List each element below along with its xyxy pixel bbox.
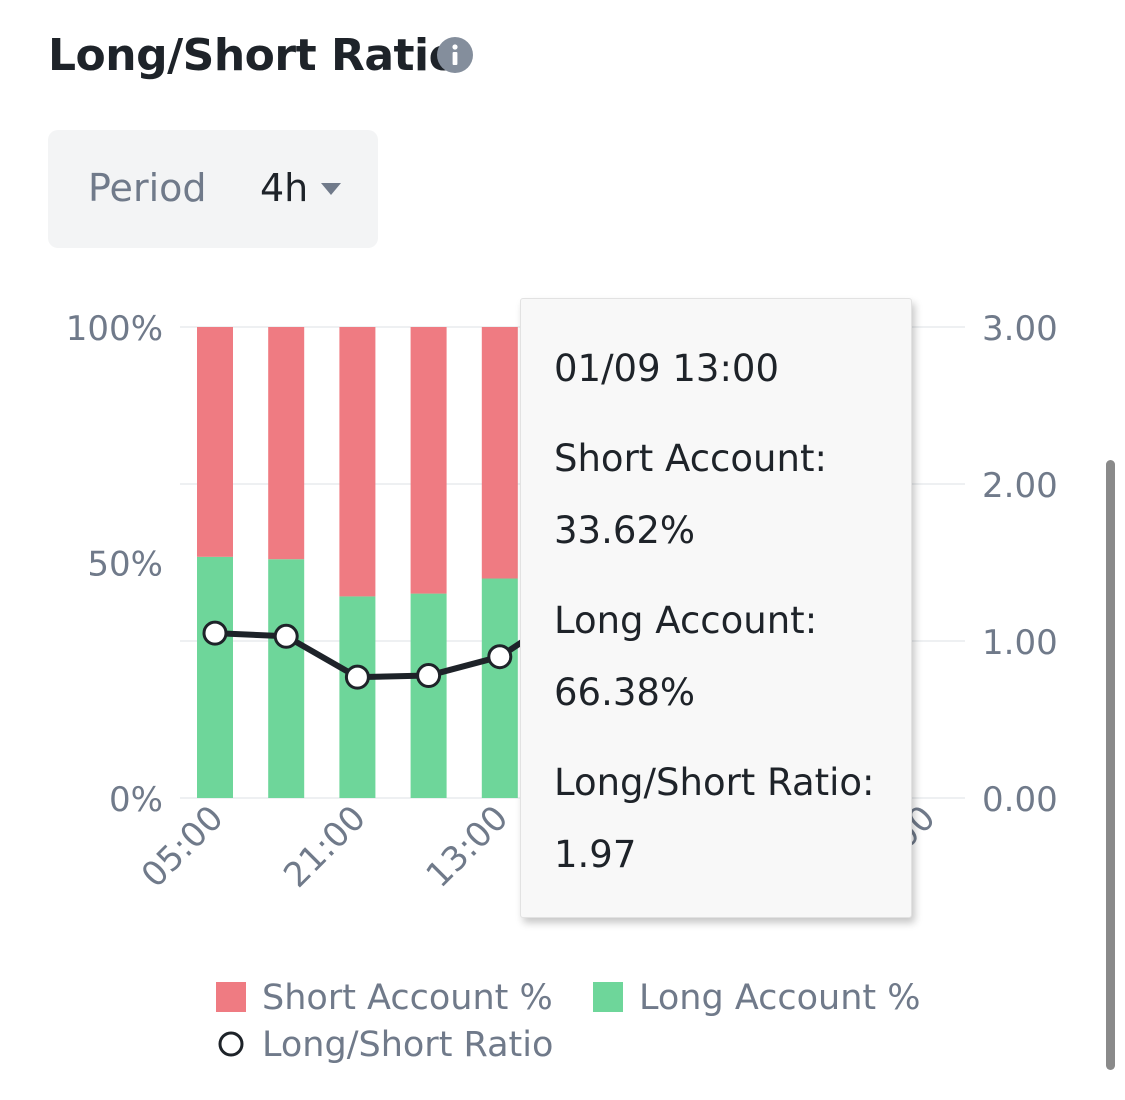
chart-tooltip: 01/09 13:00 Short Account: 33.62% Long A… — [520, 298, 912, 918]
ratio-point — [202, 620, 228, 646]
bar-short — [339, 327, 376, 597]
bar-long — [410, 593, 447, 798]
legend-label-ratio: Long/Short Ratio — [262, 1025, 554, 1065]
x-axis-tick-label: 21:00 — [276, 798, 374, 896]
y-axis-left-tick-label: 100% — [66, 309, 163, 349]
bar-short — [268, 327, 305, 560]
y-axis-left-tick-label: 0% — [109, 780, 163, 820]
x-axis-tick-label: 13:00 — [419, 798, 517, 896]
bar-long — [481, 578, 518, 798]
tooltip-ratio-value: 1.97 — [554, 833, 637, 876]
tooltip-short-label: Short Account: — [554, 437, 827, 480]
info-icon[interactable] — [437, 37, 473, 73]
caret-down-icon[interactable] — [320, 182, 342, 196]
y-axis-left-tick-label: 50% — [87, 545, 163, 585]
period-label: Period — [88, 166, 207, 210]
bar-long — [268, 559, 305, 798]
y-axis-right-tick-label: 2.00 — [982, 466, 1058, 506]
scrollbar[interactable] — [1106, 460, 1115, 1070]
period-selector[interactable]: Period 4h — [48, 130, 378, 248]
tooltip-ratio-label: Long/Short Ratio: — [554, 761, 875, 804]
legend-swatch-short — [216, 982, 246, 1012]
legend-swatch-long — [593, 982, 623, 1012]
legend-label-long: Long Account % — [639, 978, 921, 1018]
tooltip-long-label: Long Account: — [554, 599, 818, 642]
ratio-point — [487, 644, 513, 670]
legend-marker-ratio — [218, 1031, 244, 1057]
y-axis-right-tick-label: 3.00 — [982, 309, 1058, 349]
bar-short — [481, 327, 518, 579]
ratio-point — [273, 623, 299, 649]
bar-long — [339, 596, 376, 798]
tooltip-datetime: 01/09 13:00 — [554, 347, 780, 390]
bar-short — [197, 327, 233, 557]
bar-long — [197, 556, 233, 798]
bar-short — [410, 327, 447, 594]
y-axis-right-tick-label: 0.00 — [982, 780, 1058, 820]
legend-label-short: Short Account % — [262, 978, 553, 1018]
period-value[interactable]: 4h — [260, 166, 309, 210]
page-title: Long/Short Ratio — [48, 30, 459, 81]
y-axis-right-tick-label: 1.00 — [982, 623, 1058, 663]
ratio-point — [344, 664, 370, 690]
tooltip-short-value: 33.62% — [554, 509, 696, 552]
ratio-point — [416, 663, 442, 689]
tooltip-long-value: 66.38% — [554, 671, 696, 714]
